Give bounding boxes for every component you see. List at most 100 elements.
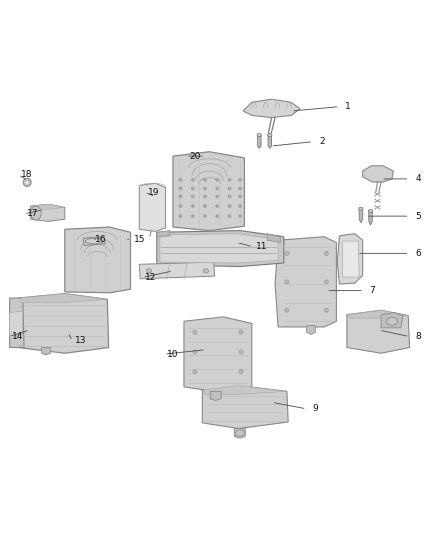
Ellipse shape (215, 215, 219, 217)
Ellipse shape (324, 308, 328, 312)
Ellipse shape (239, 370, 243, 374)
Text: 14: 14 (12, 332, 23, 341)
Polygon shape (160, 233, 278, 263)
Text: 8: 8 (415, 332, 421, 341)
Polygon shape (10, 311, 23, 336)
Ellipse shape (203, 195, 207, 198)
Ellipse shape (239, 195, 242, 198)
Polygon shape (31, 204, 65, 221)
Ellipse shape (203, 269, 208, 273)
Ellipse shape (257, 134, 261, 136)
Polygon shape (83, 237, 105, 246)
Polygon shape (343, 241, 359, 277)
Ellipse shape (239, 205, 242, 207)
Ellipse shape (215, 195, 219, 198)
Ellipse shape (239, 350, 243, 354)
Polygon shape (347, 310, 410, 353)
Ellipse shape (203, 215, 207, 217)
Ellipse shape (179, 178, 182, 181)
Ellipse shape (239, 330, 243, 334)
Ellipse shape (215, 178, 219, 181)
Polygon shape (42, 348, 50, 355)
Ellipse shape (239, 215, 242, 217)
Polygon shape (32, 204, 64, 209)
Ellipse shape (191, 205, 194, 207)
Polygon shape (139, 183, 166, 231)
Polygon shape (275, 237, 336, 327)
Ellipse shape (228, 178, 231, 181)
Text: 6: 6 (415, 249, 421, 258)
Polygon shape (157, 231, 170, 237)
Ellipse shape (193, 350, 197, 354)
Ellipse shape (146, 269, 152, 273)
Text: 19: 19 (148, 188, 159, 197)
Ellipse shape (203, 205, 207, 207)
Text: 16: 16 (95, 235, 106, 244)
Polygon shape (204, 386, 286, 394)
Ellipse shape (179, 187, 182, 190)
Polygon shape (348, 310, 407, 318)
Polygon shape (139, 262, 215, 279)
Ellipse shape (386, 317, 398, 325)
Polygon shape (65, 227, 131, 293)
Ellipse shape (228, 215, 231, 217)
Ellipse shape (191, 215, 194, 217)
Ellipse shape (25, 180, 29, 184)
Ellipse shape (191, 178, 194, 181)
Text: 20: 20 (189, 151, 201, 160)
Ellipse shape (285, 252, 289, 255)
Ellipse shape (324, 280, 328, 284)
Polygon shape (18, 294, 109, 353)
Ellipse shape (179, 205, 182, 207)
Polygon shape (20, 294, 106, 302)
Text: 1: 1 (345, 102, 351, 111)
Polygon shape (258, 136, 261, 148)
Ellipse shape (368, 209, 373, 213)
Ellipse shape (193, 330, 197, 334)
Polygon shape (184, 317, 252, 393)
Ellipse shape (203, 187, 207, 190)
Polygon shape (10, 298, 24, 348)
Ellipse shape (191, 187, 194, 190)
Text: 18: 18 (21, 170, 33, 179)
Polygon shape (381, 312, 403, 328)
Polygon shape (234, 429, 245, 438)
Text: 17: 17 (27, 209, 39, 219)
Ellipse shape (239, 178, 242, 181)
Polygon shape (268, 136, 272, 148)
Ellipse shape (268, 134, 272, 136)
Ellipse shape (228, 195, 231, 198)
Polygon shape (173, 152, 244, 231)
Polygon shape (369, 212, 372, 225)
Text: 12: 12 (145, 273, 157, 282)
Ellipse shape (236, 430, 244, 436)
Polygon shape (157, 231, 284, 266)
Ellipse shape (179, 215, 182, 217)
Text: 4: 4 (416, 174, 421, 183)
Ellipse shape (193, 370, 197, 374)
Polygon shape (307, 326, 315, 334)
Text: 9: 9 (312, 405, 318, 414)
Ellipse shape (31, 206, 41, 220)
Text: 11: 11 (256, 243, 268, 251)
Ellipse shape (85, 238, 103, 244)
Text: 13: 13 (75, 336, 87, 345)
Polygon shape (363, 166, 393, 182)
Polygon shape (337, 233, 363, 284)
Ellipse shape (324, 252, 328, 255)
Polygon shape (359, 209, 363, 223)
Ellipse shape (285, 308, 289, 312)
Ellipse shape (285, 280, 289, 284)
Ellipse shape (228, 205, 231, 207)
Polygon shape (210, 391, 221, 400)
Ellipse shape (228, 187, 231, 190)
Ellipse shape (179, 195, 182, 198)
Ellipse shape (203, 178, 207, 181)
Ellipse shape (215, 187, 219, 190)
Polygon shape (202, 386, 288, 429)
Ellipse shape (23, 179, 31, 187)
Text: 5: 5 (415, 212, 421, 221)
Polygon shape (267, 233, 280, 243)
Text: 7: 7 (369, 286, 375, 295)
Polygon shape (243, 99, 300, 118)
